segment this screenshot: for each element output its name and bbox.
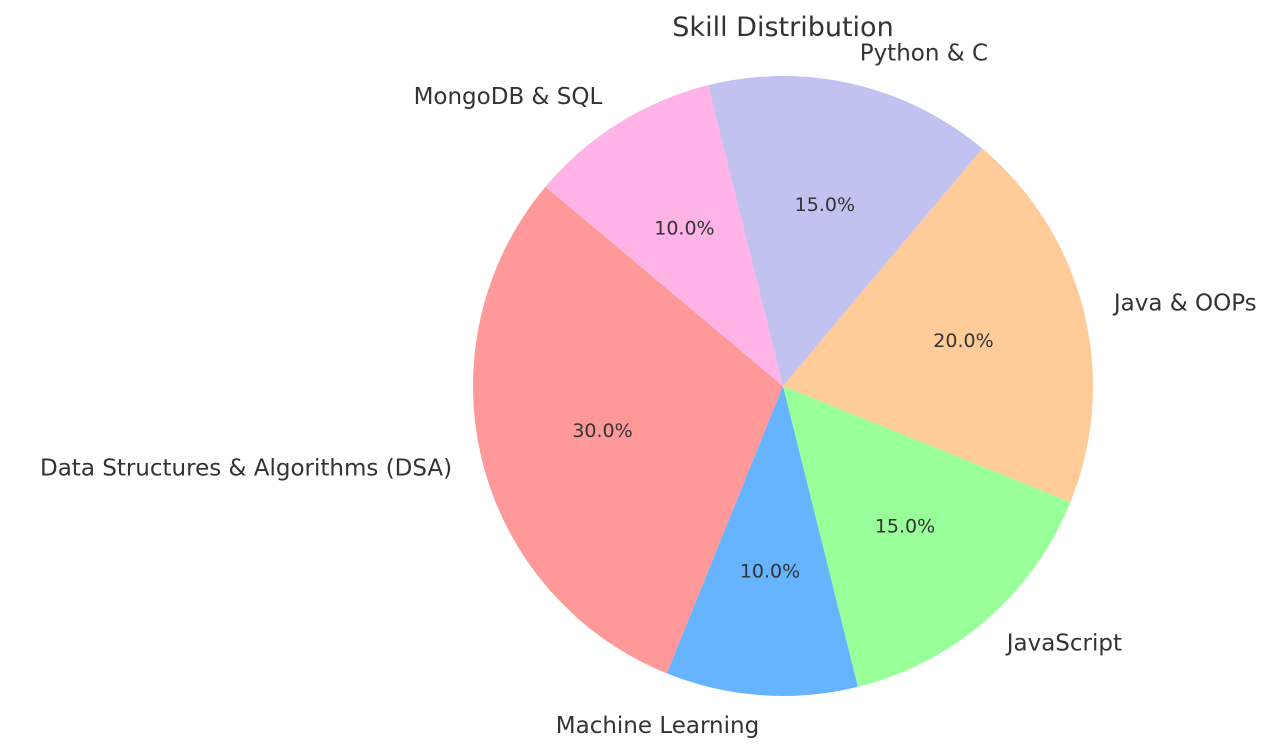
percent-label: 15.0% xyxy=(795,194,855,216)
percent-label: 10.0% xyxy=(654,217,714,239)
pie-slices xyxy=(473,76,1093,696)
percent-label: 10.0% xyxy=(740,561,800,583)
chart-title: Skill Distribution xyxy=(672,12,893,43)
slice-labels: Data Structures & Algorithms (DSA) Machin… xyxy=(40,41,1257,739)
pie-slice xyxy=(666,386,858,696)
percent-labels: 30.0% 10.0% 15.0% 20.0% 15.0% 10.0% xyxy=(572,194,993,583)
pie-slice xyxy=(783,148,1093,503)
slice-label: Machine Learning xyxy=(556,713,759,739)
percent-label: 15.0% xyxy=(875,515,935,537)
percent-label: 20.0% xyxy=(933,330,993,352)
slice-label: Java & OOPs xyxy=(1112,291,1257,317)
slice-label: Python & C xyxy=(860,41,988,67)
percent-label: 30.0% xyxy=(572,420,632,442)
slice-label: Data Structures & Algorithms (DSA) xyxy=(40,455,452,481)
slice-label: MongoDB & SQL xyxy=(414,84,603,110)
pie-slice xyxy=(545,85,783,387)
pie-slice xyxy=(473,186,783,674)
pie-slice xyxy=(708,76,983,387)
pie-slice xyxy=(783,386,1071,687)
slice-label: JavaScript xyxy=(1005,630,1122,656)
